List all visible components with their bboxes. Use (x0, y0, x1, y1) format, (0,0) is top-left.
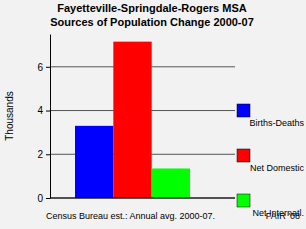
bars (75, 42, 190, 198)
legend-swatch (237, 149, 250, 162)
bar (113, 42, 151, 198)
tick-mark (46, 111, 50, 112)
subtitle: Sources of Population Change 2000-07 (50, 16, 254, 28)
legend-label: Net Domestic (250, 163, 305, 173)
tick: 6 (37, 62, 50, 73)
bar (152, 168, 190, 198)
tick-label: 6 (37, 62, 43, 73)
grid-line (50, 198, 235, 199)
tick-label: 2 (37, 149, 43, 160)
title: Fayetteville-Springdale-Rogers MSA (57, 2, 247, 14)
tick-mark (46, 198, 50, 199)
y-axis: 0 2 4 6 (37, 35, 50, 204)
tick-label: 4 (37, 105, 43, 116)
tick: 2 (37, 149, 50, 160)
y-axis-title: Thousands (4, 91, 15, 140)
chart: Fayetteville-Springdale-Rogers MSA Source… (0, 0, 306, 229)
tick-label: 0 (37, 193, 43, 204)
tick: 0 (37, 193, 50, 204)
bar (75, 126, 113, 198)
legend-swatch (237, 104, 250, 117)
annotation: Census Bureau est.: Annual avg. 2000-07. (46, 211, 215, 221)
tick-mark (46, 67, 50, 68)
axis-line (50, 35, 51, 199)
tick-mark (46, 154, 50, 155)
legend: Births-DeathsNet DomesticNet Internatl. (237, 104, 304, 218)
legend-label: Births-Deaths (249, 118, 304, 128)
x-axis-line (50, 198, 235, 199)
tick: 4 (37, 105, 50, 116)
legend-swatch (237, 194, 250, 207)
annotation: FAIR '08 (266, 211, 300, 221)
